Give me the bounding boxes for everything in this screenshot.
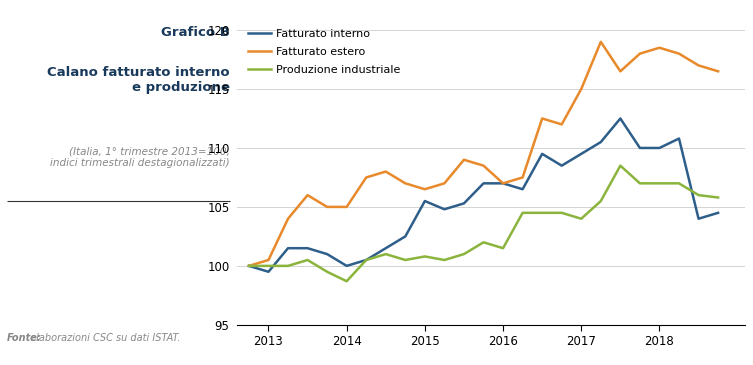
Produzione industriale [577, 216, 586, 221]
Produzione industriale [401, 258, 410, 262]
Fatturato interno [518, 187, 527, 191]
Fatturato interno [675, 137, 684, 141]
Fatturato estero [440, 181, 449, 185]
Produzione industriale [636, 181, 645, 185]
Fatturato estero [459, 158, 468, 162]
Fatturato interno [440, 207, 449, 211]
Fatturato interno [381, 246, 390, 250]
Produzione industriale [694, 193, 703, 197]
Fatturato interno [342, 264, 351, 268]
Fatturato interno [264, 270, 273, 274]
Produzione industriale [479, 240, 488, 245]
Fatturato estero [322, 205, 331, 209]
Text: Grafico B: Grafico B [161, 26, 230, 39]
Fatturato interno [538, 152, 547, 156]
Fatturato interno [420, 199, 429, 203]
Fatturato estero [675, 51, 684, 56]
Fatturato estero [577, 87, 586, 91]
Fatturato interno [361, 258, 370, 262]
Fatturato estero [361, 175, 370, 180]
Fatturato estero [694, 63, 703, 68]
Produzione industriale [245, 264, 254, 268]
Fatturato interno [459, 201, 468, 205]
Fatturato interno [303, 246, 312, 250]
Produzione industriale [264, 264, 273, 268]
Produzione industriale [303, 258, 312, 262]
Produzione industriale [518, 211, 527, 215]
Fatturato estero [381, 169, 390, 174]
Produzione industriale [361, 258, 370, 262]
Fatturato interno [322, 252, 331, 256]
Fatturato estero [498, 181, 508, 185]
Text: elaborazioni CSC su dati ISTAT.: elaborazioni CSC su dati ISTAT. [27, 333, 181, 343]
Fatturato interno [694, 216, 703, 221]
Fatturato estero [616, 69, 625, 73]
Fatturato interno [284, 246, 293, 250]
Text: Calano fatturato interno
e produzione: Calano fatturato interno e produzione [47, 66, 230, 94]
Produzione industriale [538, 211, 547, 215]
Fatturato estero [264, 258, 273, 262]
Produzione industriale [675, 181, 684, 185]
Fatturato interno [498, 181, 508, 185]
Fatturato interno [714, 211, 723, 215]
Fatturato interno [401, 234, 410, 239]
Fatturato estero [557, 122, 566, 127]
Produzione industriale [322, 270, 331, 274]
Fatturato estero [420, 187, 429, 191]
Fatturato interno [577, 152, 586, 156]
Produzione industriale [557, 211, 566, 215]
Produzione industriale [596, 199, 605, 203]
Fatturato estero [401, 181, 410, 185]
Produzione industriale [420, 254, 429, 259]
Line: Fatturato interno: Fatturato interno [249, 119, 718, 272]
Text: Fonte:: Fonte: [7, 333, 42, 343]
Fatturato estero [479, 164, 488, 168]
Fatturato estero [636, 51, 645, 56]
Fatturato interno [245, 264, 254, 268]
Fatturato estero [655, 46, 664, 50]
Legend: Fatturato interno, Fatturato estero, Produzione industriale: Fatturato interno, Fatturato estero, Pro… [242, 24, 406, 80]
Fatturato interno [479, 181, 488, 185]
Produzione industriale [459, 252, 468, 256]
Fatturato interno [616, 116, 625, 121]
Fatturato estero [596, 40, 605, 44]
Fatturato estero [245, 264, 254, 268]
Fatturato interno [596, 140, 605, 144]
Line: Produzione industriale: Produzione industriale [249, 166, 718, 281]
Produzione industriale [714, 195, 723, 200]
Produzione industriale [342, 279, 351, 283]
Produzione industriale [655, 181, 664, 185]
Fatturato estero [284, 216, 293, 221]
Produzione industriale [440, 258, 449, 262]
Fatturato estero [518, 175, 527, 180]
Fatturato estero [303, 193, 312, 197]
Fatturato estero [342, 205, 351, 209]
Fatturato estero [714, 69, 723, 73]
Produzione industriale [616, 164, 625, 168]
Produzione industriale [498, 246, 508, 250]
Fatturato interno [636, 146, 645, 150]
Produzione industriale [381, 252, 390, 256]
Text: (Italia, 1° trimestre 2013=100,
indici trimestrali destagionalizzati): (Italia, 1° trimestre 2013=100, indici t… [50, 146, 230, 168]
Fatturato estero [538, 116, 547, 121]
Fatturato interno [655, 146, 664, 150]
Fatturato interno [557, 164, 566, 168]
Line: Fatturato estero: Fatturato estero [249, 42, 718, 266]
Produzione industriale [284, 264, 293, 268]
